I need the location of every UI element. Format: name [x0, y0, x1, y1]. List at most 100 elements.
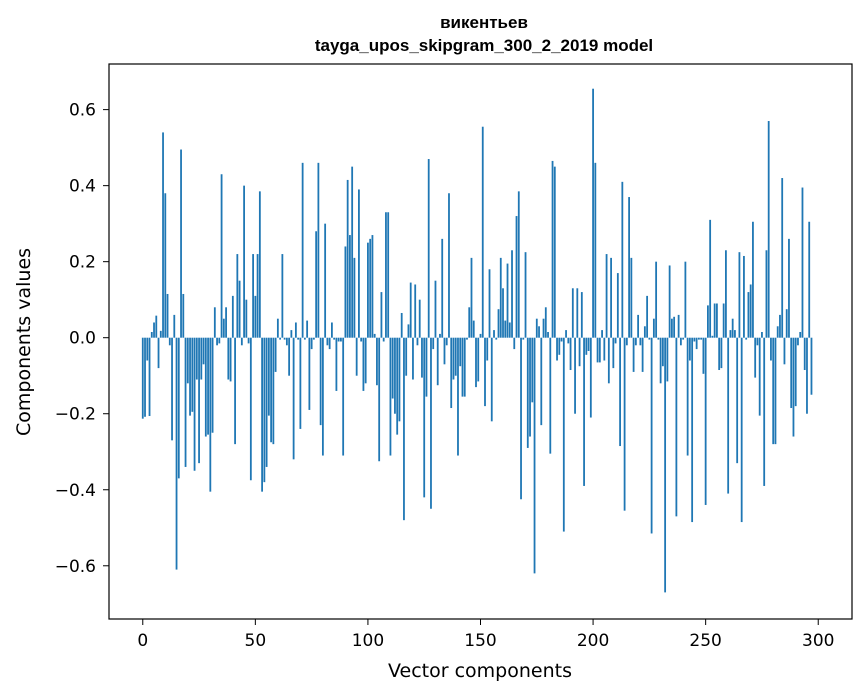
bar-289: [792, 337, 795, 437]
bar-269: [747, 292, 750, 338]
bar-122: [416, 337, 419, 346]
bar-214: [623, 337, 626, 511]
bar-66: [290, 330, 293, 338]
bar-217: [630, 257, 633, 338]
bar-27: [202, 337, 205, 365]
bar-80: [321, 337, 324, 456]
bar-126: [425, 337, 428, 397]
bar-287: [788, 238, 790, 338]
bar-271: [752, 221, 754, 338]
bar-255: [716, 303, 718, 338]
y-axis-label: Components values: [13, 248, 35, 436]
bar-2: [146, 337, 149, 361]
bar-133: [441, 238, 444, 338]
bar-51: [256, 254, 259, 338]
y-tick-label-2: −0.2: [55, 405, 96, 425]
bar-110: [389, 337, 392, 456]
bar-252: [709, 219, 712, 338]
bar-20: [186, 337, 189, 384]
bar-164: [511, 250, 513, 338]
bar-82: [326, 337, 329, 346]
bar-45: [243, 185, 245, 338]
bar-250: [704, 337, 707, 505]
bar-243: [688, 337, 691, 361]
bar-96: [358, 189, 360, 338]
bar-18: [182, 293, 185, 338]
bar-162: [506, 263, 509, 338]
y-tick-label-1: −0.4: [55, 481, 96, 501]
bar-234: [668, 265, 671, 338]
y-tick-label-6: 0.6: [69, 101, 96, 121]
bar-74: [308, 337, 311, 410]
bar-123: [418, 299, 421, 338]
bar-89: [342, 337, 345, 456]
bar-261: [729, 330, 732, 338]
bar-78: [317, 162, 320, 338]
bar-249: [702, 337, 705, 374]
bar-15: [175, 337, 178, 570]
bar-77: [315, 231, 318, 338]
bar-79: [319, 337, 322, 426]
bar-36: [222, 318, 225, 338]
bar-99: [364, 337, 367, 384]
bar-237: [675, 337, 678, 517]
bar-70: [299, 337, 302, 429]
bar-159: [499, 257, 502, 338]
bar-93: [351, 166, 354, 338]
bar-183: [553, 166, 556, 338]
bar-288: [790, 337, 793, 409]
bar-208: [610, 257, 612, 338]
bar-203: [598, 337, 601, 363]
bar-37: [225, 307, 227, 338]
bar-121: [414, 284, 417, 338]
bar-59: [274, 337, 277, 372]
bar-67: [292, 337, 295, 460]
bar-199: [589, 337, 592, 418]
bar-87: [337, 337, 340, 342]
bar-210: [614, 337, 617, 344]
bar-166: [515, 216, 518, 338]
bar-68: [294, 322, 297, 338]
x-tick-label-300: 300: [802, 631, 834, 651]
bar-0: [141, 337, 144, 419]
bar-26: [200, 337, 203, 380]
bar-28: [204, 337, 207, 437]
bar-53: [261, 337, 263, 492]
bar-85: [333, 337, 336, 340]
bar-174: [533, 337, 536, 574]
bar-172: [529, 337, 531, 437]
bar-165: [513, 337, 516, 350]
bar-230: [659, 337, 662, 384]
bar-127: [427, 159, 430, 338]
bar-191: [571, 288, 574, 338]
bar-160: [502, 288, 504, 338]
bar-1: [144, 337, 146, 417]
bar-200: [592, 88, 594, 338]
x-tick-label-0: 0: [137, 631, 148, 651]
bar-278: [767, 121, 770, 338]
bar-56: [267, 337, 270, 416]
bar-41: [234, 337, 236, 445]
bar-157: [495, 337, 498, 340]
bar-185: [558, 337, 561, 355]
bar-11: [166, 293, 169, 338]
bar-163: [508, 322, 511, 338]
chart-subtitle: tayga_upos_skipgram_300_2_2019 model: [315, 36, 653, 55]
bar-265: [738, 252, 741, 338]
bar-13: [171, 337, 173, 441]
bar-19: [184, 337, 187, 467]
ticks-layer: 0 50 100 150 200 250 300 −0.6 −0.4 −0.2 0.0 0.2 0.4 0…: [55, 101, 835, 651]
bar-152: [484, 337, 486, 407]
bar-112: [394, 337, 396, 414]
bar-291: [797, 337, 799, 346]
bar-184: [556, 337, 558, 361]
bar-180: [547, 332, 549, 338]
bar-57: [270, 337, 273, 443]
bar-222: [641, 337, 644, 372]
bar-262: [731, 318, 734, 338]
bar-102: [371, 235, 374, 338]
bar-98: [362, 337, 365, 391]
bar-94: [353, 257, 356, 338]
bar-29: [207, 337, 209, 435]
